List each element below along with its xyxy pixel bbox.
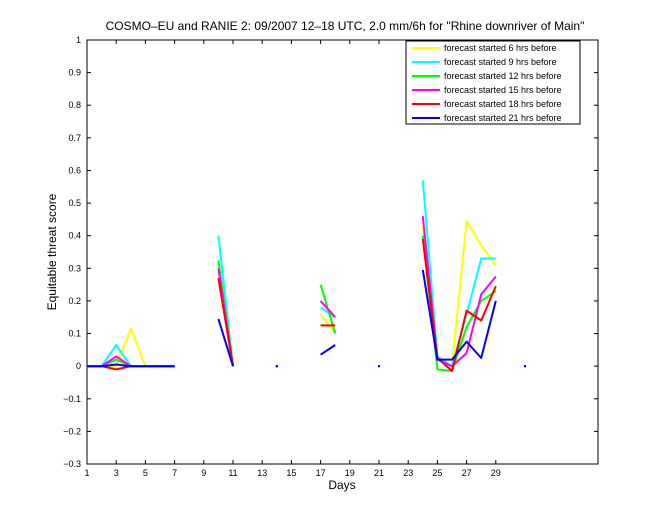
x-tick-label: 5 xyxy=(143,468,148,478)
y-axis: −0.3 −0.2 −0.1 0 0.1 0.2 0.3 0.4 0.5 0.6 0.7 0.8 0.9… xyxy=(63,35,598,469)
chart-title: COSMO–EU and RANIE 2: 09/2007 12–18 UTC,… xyxy=(106,19,585,33)
x-tick-label: 27 xyxy=(462,468,472,478)
legend-box xyxy=(405,40,581,125)
x-tick-label: 13 xyxy=(257,468,267,478)
series-line-6 xyxy=(320,344,336,356)
y-tick-label: −0.3 xyxy=(63,459,81,469)
y-tick-label: 0.5 xyxy=(68,198,81,208)
x-tick-label: 23 xyxy=(403,468,413,478)
x-tick-label: 15 xyxy=(286,468,296,478)
x-tick-label: 29 xyxy=(491,468,501,478)
y-tick-label: 0 xyxy=(76,361,81,371)
series-layer xyxy=(87,180,526,372)
y-tick-label: 0.2 xyxy=(68,296,81,306)
legend: forecast started 6 hrs before forecast st… xyxy=(405,40,581,125)
y-axis-label: Equitable threat score xyxy=(45,193,59,310)
legend-entry-label: forecast started 15 hrs before xyxy=(444,85,562,95)
series-line-4 xyxy=(319,300,336,318)
x-tick-label: 7 xyxy=(172,468,177,478)
y-tick-label: 1 xyxy=(76,35,81,45)
x-tick-label: 3 xyxy=(114,468,119,478)
x-tick-label: 9 xyxy=(201,468,206,478)
x-tick-label: 1 xyxy=(84,468,89,478)
y-tick-label: −0.2 xyxy=(63,426,81,436)
x-tick-label: 17 xyxy=(316,468,326,478)
x-tick-label: 11 xyxy=(228,468,237,478)
x-tick-label: 21 xyxy=(374,468,384,478)
series-line-6 xyxy=(217,318,234,367)
y-tick-label: 0.9 xyxy=(68,68,81,78)
legend-entry-label: forecast started 6 hrs before xyxy=(444,43,557,53)
y-tick-label: 0.8 xyxy=(68,100,81,110)
y-tick-label: 0.7 xyxy=(68,133,81,143)
x-axis-label: Days xyxy=(328,478,355,492)
y-tick-label: −0.1 xyxy=(63,394,81,404)
series-line-5 xyxy=(217,277,234,367)
x-tick-label: 19 xyxy=(345,468,355,478)
series-line-6 xyxy=(421,269,497,361)
legend-entry-label: forecast started 9 hrs before xyxy=(444,57,557,67)
series-line-5 xyxy=(421,238,497,372)
legend-entry-label: forecast started 18 hrs before xyxy=(444,99,562,109)
series-line-6 xyxy=(87,363,175,368)
legend-entry-label: forecast started 12 hrs before xyxy=(444,71,562,81)
x-tick-label: 25 xyxy=(432,468,442,478)
series-line-1 xyxy=(319,313,337,335)
legend-entry-label: forecast started 21 hrs before xyxy=(444,113,562,123)
y-tick-label: 0.1 xyxy=(68,329,81,339)
y-tick-label: 0.3 xyxy=(68,263,81,273)
y-tick-label: 0.4 xyxy=(68,231,81,241)
y-tick-label: 0.6 xyxy=(68,165,81,175)
